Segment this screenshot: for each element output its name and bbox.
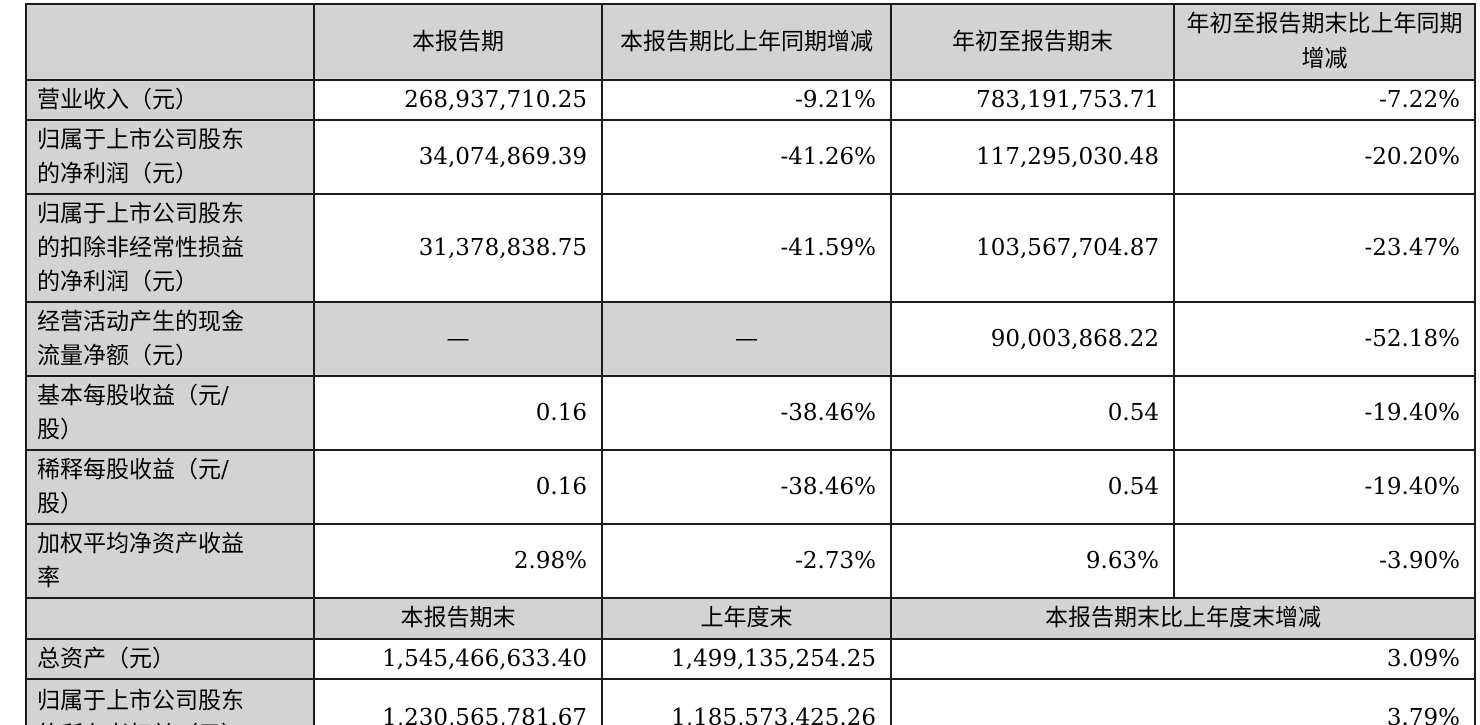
cell-current: 0.16 <box>313 375 603 451</box>
cell-change: 3.09% <box>890 638 1476 680</box>
cell-ytd-change: -7.22% <box>1173 79 1476 121</box>
row-label: 经营活动产生的现金流量净额（元） <box>25 301 315 377</box>
cell-current-change: -41.59% <box>601 193 892 303</box>
cell-current-change: -41.26% <box>601 119 892 195</box>
row-label: 总资产（元） <box>25 638 315 680</box>
corner-cell <box>25 597 315 640</box>
cell-prev-year-end: 1,499,135,254.25 <box>601 638 892 680</box>
row-label: 营业收入（元） <box>25 79 315 121</box>
cell-prev-year-end: 1,185,573,425.26 <box>601 678 892 725</box>
cell-current: 2.98% <box>313 523 603 599</box>
header-period-end: 本报告期末 <box>313 597 603 640</box>
cell-ytd: 103,567,704.87 <box>890 193 1175 303</box>
cell-current: 31,378,838.75 <box>313 193 603 303</box>
header-ytd: 年初至报告期末 <box>890 3 1175 81</box>
cell-ytd: 117,295,030.48 <box>890 119 1175 195</box>
cell-current-change: -9.21% <box>601 79 892 121</box>
cell-period-end: 1,545,466,633.40 <box>313 638 603 680</box>
cell-current-change: -38.46% <box>601 375 892 451</box>
cell-ytd: 0.54 <box>890 449 1175 525</box>
row-total-assets: 总资产（元） 1,545,466,633.40 1,499,135,254.25… <box>25 638 1476 680</box>
cell-ytd: 90,003,868.22 <box>890 301 1175 377</box>
row-diluted-eps: 稀释每股收益（元/股） 0.16 -38.46% 0.54 -19.40% <box>25 449 1476 525</box>
row-operating-revenue: 营业收入（元） 268,937,710.25 -9.21% 783,191,75… <box>25 79 1476 121</box>
cell-change: 3.79% <box>890 678 1476 725</box>
cell-current: 268,937,710.25 <box>313 79 603 121</box>
row-basic-eps: 基本每股收益（元/股） 0.16 -38.46% 0.54 -19.40% <box>25 375 1476 451</box>
row-label: 归属于上市公司股东的扣除非经常性损益的净利润（元） <box>25 193 315 303</box>
row-label: 稀释每股收益（元/股） <box>25 449 315 525</box>
cell-ytd-change: -23.47% <box>1173 193 1476 303</box>
row-net-profit-excl-nonrecurring: 归属于上市公司股东的扣除非经常性损益的净利润（元） 31,378,838.75 … <box>25 193 1476 303</box>
cell-ytd-change: -3.90% <box>1173 523 1476 599</box>
row-owners-equity: 归属于上市公司股东的所有者权益（元） 1,230,565,781.67 1,18… <box>25 678 1476 725</box>
cell-ytd-change: -19.40% <box>1173 449 1476 525</box>
corner-cell <box>25 3 315 81</box>
cell-current-change: -38.46% <box>601 449 892 525</box>
header-period-end-change: 本报告期末比上年度末增减 <box>890 597 1476 640</box>
row-net-profit: 归属于上市公司股东的净利润（元） 34,074,869.39 -41.26% 1… <box>25 119 1476 195</box>
header-current-period-change: 本报告期比上年同期增减 <box>601 3 892 81</box>
row-label: 基本每股收益（元/股） <box>25 375 315 451</box>
cell-ytd-change: -19.40% <box>1173 375 1476 451</box>
cell-ytd: 9.63% <box>890 523 1175 599</box>
row-label: 归属于上市公司股东的所有者权益（元） <box>25 678 315 725</box>
cell-current-change: -2.73% <box>601 523 892 599</box>
financial-summary-table: 本报告期 本报告期比上年同期增减 年初至报告期末 年初至报告期末比上年同期增减 … <box>25 3 1476 725</box>
header-current-period: 本报告期 <box>313 3 603 81</box>
row-weighted-avg-roe: 加权平均净资产收益率 2.98% -2.73% 9.63% -3.90% <box>25 523 1476 599</box>
header-prev-year-end: 上年度末 <box>601 597 892 640</box>
header-row-balance: 本报告期末 上年度末 本报告期末比上年度末增减 <box>25 597 1476 640</box>
row-label: 加权平均净资产收益率 <box>25 523 315 599</box>
row-label: 归属于上市公司股东的净利润（元） <box>25 119 315 195</box>
cell-current-dash: — <box>313 301 603 377</box>
cell-ytd: 0.54 <box>890 375 1175 451</box>
row-operating-cash-flow: 经营活动产生的现金流量净额（元） — — 90,003,868.22 -52.1… <box>25 301 1476 377</box>
header-ytd-change: 年初至报告期末比上年同期增减 <box>1173 3 1476 81</box>
cell-current: 34,074,869.39 <box>313 119 603 195</box>
cell-ytd-change: -52.18% <box>1173 301 1476 377</box>
cell-ytd-change: -20.20% <box>1173 119 1476 195</box>
cell-period-end: 1,230,565,781.67 <box>313 678 603 725</box>
cell-ytd: 783,191,753.71 <box>890 79 1175 121</box>
cell-current-change-dash: — <box>601 301 892 377</box>
header-row-period: 本报告期 本报告期比上年同期增减 年初至报告期末 年初至报告期末比上年同期增减 <box>25 3 1476 81</box>
cell-current: 0.16 <box>313 449 603 525</box>
